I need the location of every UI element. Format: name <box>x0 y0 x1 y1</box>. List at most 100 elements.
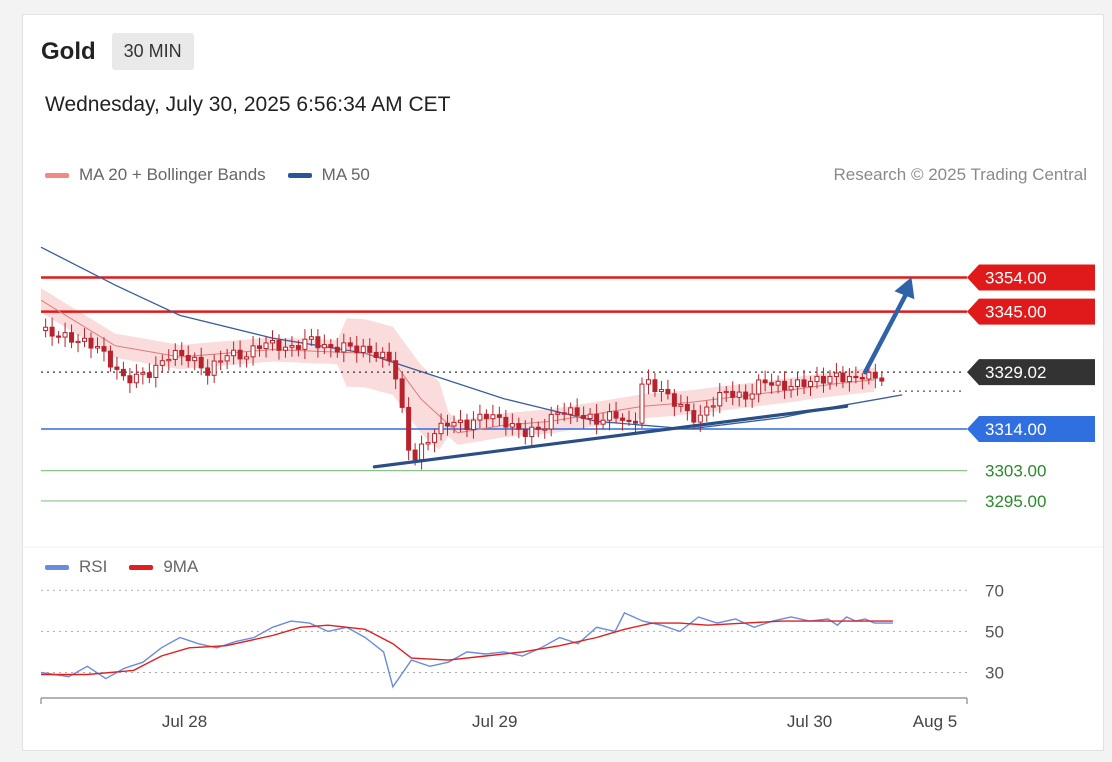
candle-body <box>218 360 224 363</box>
candle <box>795 371 801 396</box>
candle <box>380 347 386 368</box>
candle-body <box>620 417 626 421</box>
candle-body <box>451 421 457 427</box>
candle <box>457 409 463 432</box>
candle-body <box>159 360 165 366</box>
candle <box>639 377 645 428</box>
candle <box>684 396 690 421</box>
candle-body <box>328 344 334 348</box>
candle <box>393 351 399 390</box>
candle-body <box>438 422 444 435</box>
candle <box>548 406 554 437</box>
candle-body <box>101 346 107 352</box>
candle <box>328 338 334 358</box>
candle <box>600 413 606 430</box>
candle-body <box>373 351 379 358</box>
candle-body <box>94 346 100 349</box>
candle <box>736 384 742 407</box>
candle <box>302 329 308 360</box>
price-tag-bg <box>967 359 1095 386</box>
candle-body <box>43 326 49 332</box>
candle-body <box>691 410 697 423</box>
candle-body <box>723 390 729 394</box>
candle <box>43 318 49 338</box>
candle-body <box>762 379 768 384</box>
bollinger-band <box>41 288 875 450</box>
candle <box>496 406 502 427</box>
candle-body <box>289 345 295 348</box>
candle-body <box>257 345 263 349</box>
candle <box>574 398 580 422</box>
legend-item-bollinger: MA 20 + Bollinger Bands <box>45 165 266 185</box>
x-tick-label: Jul 28 <box>162 712 207 731</box>
candle-body <box>172 349 178 360</box>
candle-body <box>75 340 81 344</box>
legend-swatch <box>287 172 312 178</box>
candle <box>561 402 567 422</box>
candle-body <box>710 405 716 408</box>
candle <box>749 383 755 408</box>
candle-body <box>555 412 561 415</box>
candle-body <box>665 389 671 395</box>
candle-body <box>503 416 509 428</box>
projection-arrow-head <box>894 277 915 300</box>
candle <box>788 379 794 398</box>
candle <box>114 356 120 380</box>
candle-body <box>678 404 684 407</box>
legend-label: MA 20 + Bollinger Bands <box>79 165 266 184</box>
candle-body <box>483 413 489 420</box>
candle-body <box>302 338 308 350</box>
candle-body <box>69 332 75 343</box>
legend-swatch <box>45 172 69 178</box>
price-tag-label: 3329.02 <box>985 363 1046 382</box>
candle <box>594 404 600 435</box>
candle-body <box>736 391 742 398</box>
candle-body <box>49 326 55 337</box>
price-tag-bg <box>967 415 1095 442</box>
candle <box>399 372 405 413</box>
candle-body <box>581 414 587 419</box>
x-tick-label: Jul 29 <box>472 712 517 731</box>
candle <box>879 371 885 387</box>
candle-body <box>399 378 405 408</box>
candle-body <box>341 342 347 353</box>
candle <box>840 366 846 388</box>
candle-body <box>192 356 198 362</box>
candle-body <box>185 355 191 362</box>
research-credit: Research © 2025 Trading Central <box>833 165 1088 184</box>
candle <box>146 363 152 384</box>
candle-body <box>477 413 483 421</box>
candle <box>347 337 353 352</box>
candle <box>717 383 723 414</box>
candle-body <box>308 336 314 340</box>
candle-body <box>432 433 438 443</box>
candle <box>620 413 626 431</box>
candle-body <box>853 375 859 379</box>
candle <box>626 410 632 426</box>
ma20-line <box>40 299 875 434</box>
candle-body <box>658 389 664 393</box>
price-tag-3329.02: 3329.02 <box>967 359 1095 386</box>
candle-body <box>801 379 807 388</box>
candle-body <box>788 385 794 391</box>
timeframe-badge[interactable]: 30 MIN <box>111 33 194 70</box>
candle-body <box>56 335 62 338</box>
candle-body <box>211 360 217 376</box>
candle <box>354 335 360 363</box>
candle-body <box>775 380 781 386</box>
candle <box>192 352 198 371</box>
ascending-trendline <box>372 404 849 469</box>
projection-arrow-shaft <box>862 293 908 375</box>
candle <box>270 330 275 351</box>
candle-body <box>684 404 690 412</box>
candle-body <box>276 339 282 351</box>
candle-body <box>561 412 567 415</box>
candle-body <box>808 380 814 388</box>
candle <box>483 409 489 428</box>
candle <box>509 413 515 436</box>
candle-body <box>231 349 237 357</box>
price-tag-3345.00: 3345.00 <box>967 298 1095 325</box>
candle <box>107 345 113 372</box>
candle <box>808 376 814 397</box>
candle <box>263 335 269 358</box>
